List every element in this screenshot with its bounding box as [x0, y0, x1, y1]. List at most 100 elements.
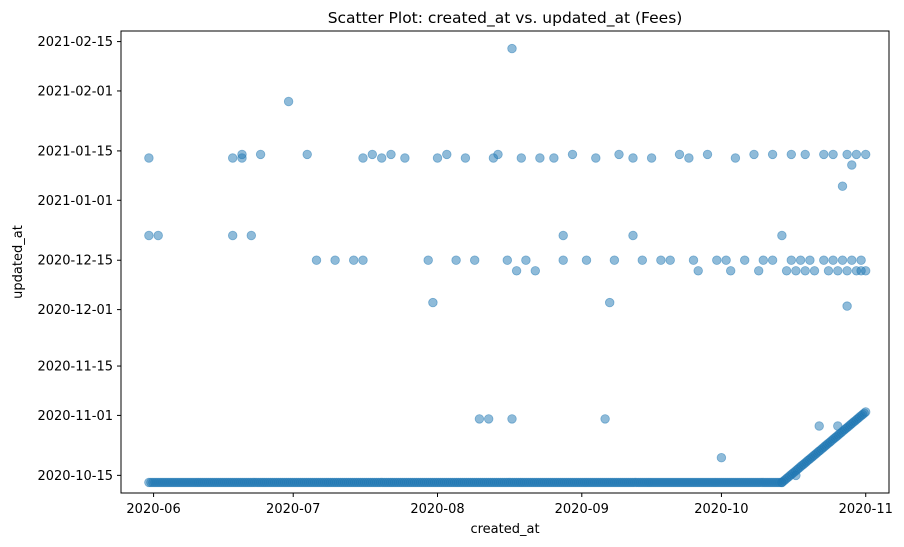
data-point: [614, 149, 624, 160]
chart-title: Scatter Plot: created_at vs. updated_at …: [328, 9, 683, 28]
data-point: [637, 255, 648, 265]
data-point: [837, 255, 848, 265]
x-axis: 2020-06 2020-07 2020-08 2020-09 2020-10 2020-…: [126, 493, 893, 517]
data-point: [828, 255, 838, 265]
data-point: [311, 255, 322, 265]
y-axis-label: updated_at: [11, 225, 26, 299]
dense-point: [861, 407, 871, 417]
data-point: [688, 255, 699, 265]
data-point: [377, 153, 387, 163]
data-point: [451, 255, 461, 265]
data-point: [423, 255, 433, 265]
data-point: [227, 153, 238, 163]
data-point: [856, 255, 866, 265]
data-point: [721, 255, 731, 265]
data-point: [302, 149, 312, 160]
data-point: [809, 266, 820, 276]
data-point: [474, 414, 485, 424]
data-point: [591, 153, 601, 163]
data-point: [153, 230, 163, 241]
data-point: [144, 230, 154, 241]
y-tick-label: 2021-01-15: [37, 144, 113, 159]
data-point: [646, 153, 657, 163]
data-point: [581, 255, 592, 265]
data-point: [693, 266, 703, 276]
data-point: [781, 266, 792, 276]
points-layer: [144, 43, 871, 488]
data-point: [600, 414, 610, 424]
data-point: [237, 149, 247, 160]
data-point: [665, 255, 675, 265]
data-point: [800, 149, 810, 160]
data-point: [800, 266, 810, 276]
data-point: [558, 255, 568, 265]
data-point: [358, 153, 368, 163]
data-point: [535, 153, 545, 163]
data-point: [507, 43, 517, 54]
data-point: [819, 255, 829, 265]
data-point: [819, 149, 829, 160]
data-point: [814, 421, 824, 431]
data-point: [842, 301, 852, 311]
data-point: [549, 153, 559, 163]
data-point: [484, 414, 494, 424]
data-point: [726, 266, 736, 276]
data-point: [358, 255, 368, 265]
data-point: [516, 153, 527, 163]
data-point: [833, 266, 843, 276]
data-point: [227, 230, 238, 241]
data-point: [530, 266, 541, 276]
data-point: [502, 255, 513, 265]
y-tick-label: 2020-12-15: [37, 254, 113, 269]
data-point: [791, 470, 801, 481]
data-point: [837, 181, 848, 191]
y-tick-label: 2021-02-15: [37, 35, 113, 50]
data-point: [712, 255, 722, 265]
x-tick-label: 2020-09: [555, 502, 609, 517]
data-point: [460, 153, 471, 163]
data-point: [767, 255, 778, 265]
data-point: [805, 255, 815, 265]
data-point: [767, 149, 778, 160]
x-tick-label: 2020-08: [410, 502, 464, 517]
y-tick-label: 2021-02-01: [37, 84, 113, 99]
data-point: [833, 421, 843, 431]
data-point: [842, 266, 852, 276]
data-point: [432, 153, 443, 163]
data-point: [656, 255, 666, 265]
x-tick-label: 2020-10: [694, 502, 748, 517]
y-tick-label: 2020-11-15: [37, 360, 113, 375]
data-point: [367, 149, 378, 160]
data-point: [684, 153, 694, 163]
plot-frame: [120, 30, 890, 494]
data-point: [716, 453, 727, 463]
data-point: [493, 149, 503, 160]
x-tick-label: 2020-07: [266, 502, 320, 517]
data-point: [400, 153, 410, 163]
data-point: [470, 255, 480, 265]
y-tick-label: 2020-10-15: [37, 469, 113, 484]
data-point: [628, 153, 638, 163]
x-tick-label: 2020-06: [126, 502, 180, 517]
data-point: [749, 149, 759, 160]
data-point: [144, 153, 154, 163]
data-point: [442, 149, 452, 160]
data-point: [777, 230, 787, 241]
data-point: [702, 149, 713, 160]
data-point: [861, 266, 871, 276]
y-tick-label: 2020-11-01: [37, 409, 113, 424]
data-point: [255, 149, 266, 160]
data-point: [349, 255, 359, 265]
data-point: [246, 230, 257, 241]
y-tick-label: 2021-01-01: [37, 194, 113, 209]
data-point: [283, 96, 294, 107]
y-axis: 2020-10-15 2020-11-01 2020-11-15 2020-12-01…: [37, 35, 121, 484]
data-point: [558, 230, 568, 241]
data-point: [847, 255, 857, 265]
data-point: [828, 149, 838, 160]
data-point: [851, 149, 862, 160]
data-point: [330, 255, 340, 265]
x-tick-label: 2020-11: [839, 502, 893, 517]
data-point: [786, 255, 797, 265]
